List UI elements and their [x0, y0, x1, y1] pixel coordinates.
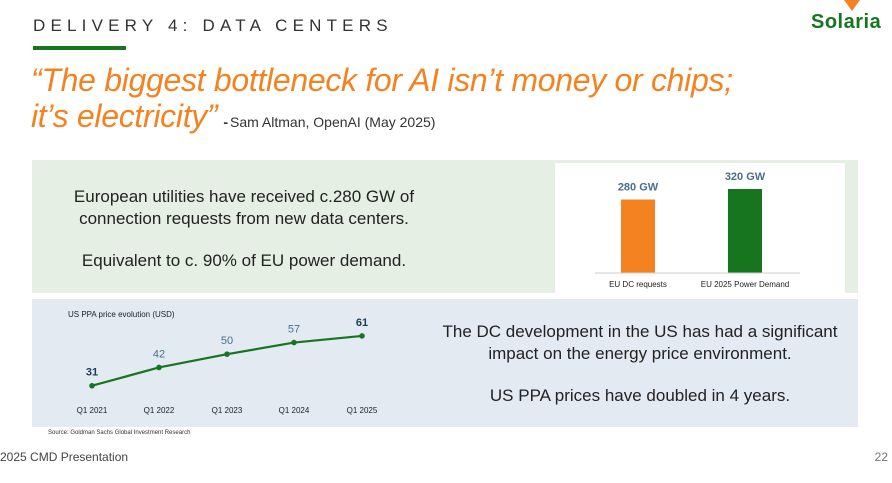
line-point-2	[224, 351, 230, 357]
us-panel: US PPA price evolution (USD) 31 Q1 2021 42 Q…	[32, 299, 858, 427]
page-number: 22	[874, 450, 888, 464]
line-x-tick-label-3: Q1 2024	[279, 406, 310, 415]
line-data-label-4: 61	[356, 317, 368, 329]
line-point-0	[89, 382, 95, 389]
line-x-tick-label-2: Q1 2023	[212, 406, 243, 415]
eu-text-line-3: Equivalent to c. 90% of EU power demand.	[81, 251, 407, 270]
bar-category-label-1: EU 2025 Power Demand	[701, 280, 790, 289]
bar-chart-svg: 280 GW EU DC requests 320 GW EU 2025 Power …	[595, 171, 800, 289]
us-text-line-3: US PPA prices have doubled in 4 years.	[489, 386, 791, 405]
us-line-chart: US PPA price evolution (USD) 31 Q1 2021 42 Q…	[32, 299, 402, 427]
us-text: The DC development in the US has had a s…	[430, 321, 850, 407]
line-point-4	[359, 333, 365, 339]
line-chart-title: US PPA price evolution (USD)	[68, 310, 175, 319]
line-point-3	[291, 339, 297, 346]
source-note: Source: Goldman Sachs Global Investment …	[48, 430, 191, 436]
eu-panel: European utilities have received c.280 G…	[32, 160, 858, 295]
line-data-label-3: 57	[288, 324, 300, 336]
bar-data-label-0: 280 GW	[618, 182, 659, 194]
line-data-label-2: 50	[221, 335, 233, 347]
eu-text-line-2: connection requests from new data center…	[79, 209, 409, 228]
title-underline	[33, 46, 126, 50]
quote-line-1: “The biggest bottleneck for AI isn’t mon…	[31, 62, 733, 98]
solaria-logo: Solaria	[806, 0, 888, 40]
us-text-line-1: The DC development in the US has had a s…	[442, 322, 838, 341]
line-chart-svg: US PPA price evolution (USD) 31 Q1 2021 42 Q…	[68, 310, 378, 415]
line-x-tick-label-0: Q1 2021	[77, 406, 108, 415]
eu-text-line-1: European utilities have received c.280 G…	[73, 187, 415, 206]
line-point-1	[156, 364, 162, 371]
eu-text: European utilities have received c.280 G…	[32, 186, 456, 272]
attribution-text: Sam Altman, OpenAI (May 2025)	[230, 114, 436, 130]
eu-bar-chart: 280 GW EU DC requests 320 GW EU 2025 Power …	[555, 163, 845, 295]
bar-1	[728, 189, 762, 273]
slide-title: DELIVERY 4: DATA CENTERS	[33, 16, 393, 35]
line-x-tick-label-4: Q1 2025	[347, 406, 378, 415]
sun-icon	[844, 0, 860, 11]
line-data-label-0: 31	[86, 367, 98, 379]
quote-attribution: - Sam Altman, OpenAI (May 2025)	[223, 114, 435, 130]
quote-line-2: it’s electricity”	[31, 98, 218, 134]
line-data-label-1: 42	[153, 348, 165, 360]
bar-0	[621, 199, 655, 273]
quote: “The biggest bottleneck for AI isn’t mon…	[31, 62, 733, 140]
us-text-line-2: impact on the energy price environment.	[488, 344, 792, 363]
attribution-dash: -	[223, 114, 229, 130]
footer-label: 2025 CMD Presentation	[0, 450, 129, 464]
bar-data-label-1: 320 GW	[725, 171, 766, 183]
logo-text: Solaria	[811, 11, 882, 33]
bar-category-label-0: EU DC requests	[609, 280, 667, 289]
line-x-tick-label-1: Q1 2022	[144, 406, 175, 415]
